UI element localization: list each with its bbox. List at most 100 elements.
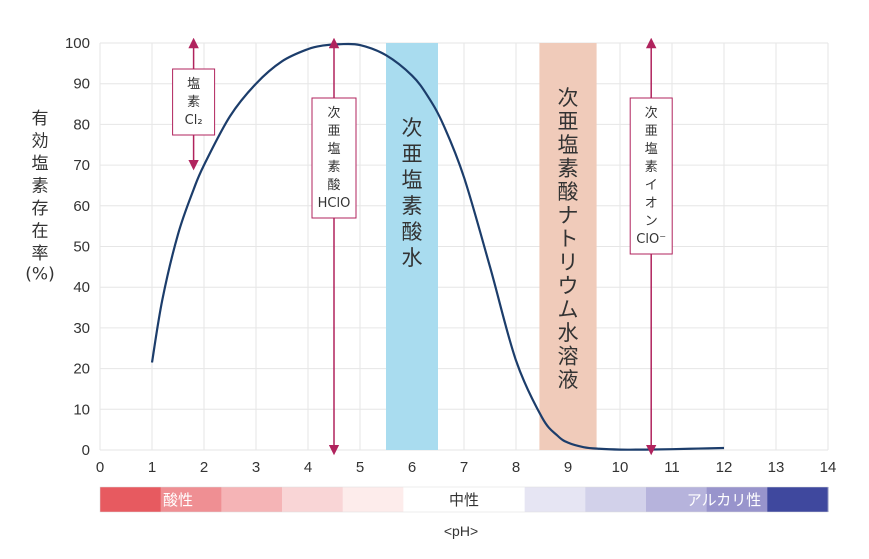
annotation-label: 素: [645, 160, 658, 175]
x-tick-label: 3: [252, 459, 260, 476]
y-tick-label: 10: [73, 401, 90, 418]
x-tick-label: 9: [564, 459, 572, 476]
ph-scale-segment-11: [767, 487, 829, 512]
region-label-char: 水: [558, 321, 579, 345]
region-label-char: 塩: [402, 168, 423, 192]
region-label-char: 素: [402, 194, 423, 218]
y-tick-label: 20: [73, 361, 90, 378]
region-label-char: 亜: [558, 110, 579, 134]
region-label-char: ウ: [558, 274, 579, 298]
region-label-char: 亜: [402, 142, 423, 166]
annotation-label: 亜: [327, 124, 340, 139]
annotation-label: イ: [645, 178, 658, 193]
ph-scale-segment-5: [403, 487, 465, 512]
x-label-text: <pH>: [444, 523, 478, 539]
y-tick-label: 50: [73, 239, 90, 256]
y-label-char: 有: [32, 109, 49, 129]
annotation-label: 塩: [187, 77, 200, 92]
annotation-label: オ: [645, 196, 658, 211]
y-label-unit: (%): [25, 265, 54, 285]
y-tick-label: 80: [73, 116, 90, 133]
annotation-label: 塩: [645, 142, 658, 157]
ph-scale: 酸性 中性 アルカリ性: [99, 486, 829, 513]
annotation-box-1: [311, 97, 357, 219]
region-label-char: 酸: [402, 220, 423, 244]
y-label-char: 存: [32, 199, 49, 219]
ph-scale-segment-8: [585, 487, 647, 512]
annotation-label: Cl₂: [185, 113, 203, 128]
ph-scale-segment-7: [524, 487, 586, 512]
region-label-char: 水: [402, 246, 423, 270]
region-band-1: [539, 43, 597, 450]
annotation-label: ClO⁻: [636, 232, 666, 247]
y-tick-label: 60: [73, 198, 90, 215]
data-line: [150, 42, 725, 451]
ph-scale-segment-0: [100, 487, 162, 512]
region-label-char: ム: [558, 298, 579, 322]
region-label-char: ト: [558, 227, 579, 251]
curve: [150, 42, 725, 451]
x-tick-label: 2: [200, 459, 208, 476]
y-tick-label: 70: [73, 157, 90, 174]
x-tick-label: 7: [460, 459, 468, 476]
annotation-label: 塩: [327, 142, 340, 157]
ph-scale-segment-2: [221, 487, 283, 512]
x-tick-label: 14: [820, 459, 837, 476]
x-tick-label: 1: [148, 459, 156, 476]
y-label-char: 率: [32, 244, 49, 264]
x-tick-label: 11: [664, 459, 680, 476]
ph-scale-segment-1: [160, 487, 222, 512]
y-label-char: 在: [32, 222, 49, 242]
y-label-char: 効: [32, 132, 49, 152]
region-label-char: 液: [558, 368, 579, 392]
x-tick-label: 8: [512, 459, 520, 476]
region-label-char: リ: [558, 251, 579, 275]
y-tick-label: 40: [73, 279, 90, 296]
ph-scale-segment-3: [282, 487, 344, 512]
annotation-label: 次: [327, 105, 340, 121]
ph-scale-segment-4: [342, 487, 404, 512]
x-tick-label: 10: [612, 459, 629, 476]
x-tick-label: 6: [408, 459, 416, 476]
region-label-char: 溶: [558, 345, 579, 369]
ph-scale-segment-9: [646, 487, 708, 512]
ph-scale-segment-10: [706, 487, 768, 512]
annotation-label: 素: [327, 160, 340, 175]
region-band-0: [386, 43, 438, 450]
annotation-label: 酸: [327, 178, 340, 193]
y-tick-label: 100: [65, 35, 90, 52]
ph-scale-label: 酸性: [163, 491, 193, 509]
annotation-label: 素: [187, 95, 200, 110]
annotation-label: 亜: [645, 124, 658, 139]
region-label-char: 次: [402, 116, 423, 140]
y-tick-label: 90: [73, 76, 90, 93]
annotation-box-2: [629, 97, 673, 255]
ph-scale-segment-6: [464, 487, 526, 512]
region-label-char: 次: [558, 86, 579, 110]
x-tick-label: 0: [96, 459, 104, 476]
x-tick-label: 5: [356, 459, 364, 476]
x-tick-label: 12: [716, 459, 733, 476]
x-ticks: 0 1 2 3 4 5 6 7 8 9 10 11 12 13 14: [96, 459, 837, 476]
ph-scale-label: アルカリ性: [687, 491, 761, 509]
x-axis-label: <pH>: [444, 523, 478, 539]
ph-scale-label: 中性: [449, 491, 479, 509]
region-label-char: 塩: [558, 133, 579, 157]
y-label-char: 塩: [32, 154, 49, 174]
y-ticks: 0 10 20 30 40 50 60 70 80 90 100: [65, 35, 90, 459]
region-label-char: 素: [558, 157, 579, 181]
region-label-char: 酸: [558, 180, 579, 204]
region-label-char: ナ: [558, 204, 579, 228]
ph-scale-border: [99, 486, 829, 513]
y-tick-label: 30: [73, 320, 90, 337]
annotation-label: ン: [645, 214, 658, 229]
x-tick-label: 13: [768, 459, 785, 476]
y-label-char: 素: [32, 177, 49, 197]
y-tick-label: 0: [82, 442, 90, 459]
annotation-label: 次: [645, 105, 658, 121]
annotation-label: HClO: [318, 196, 351, 211]
